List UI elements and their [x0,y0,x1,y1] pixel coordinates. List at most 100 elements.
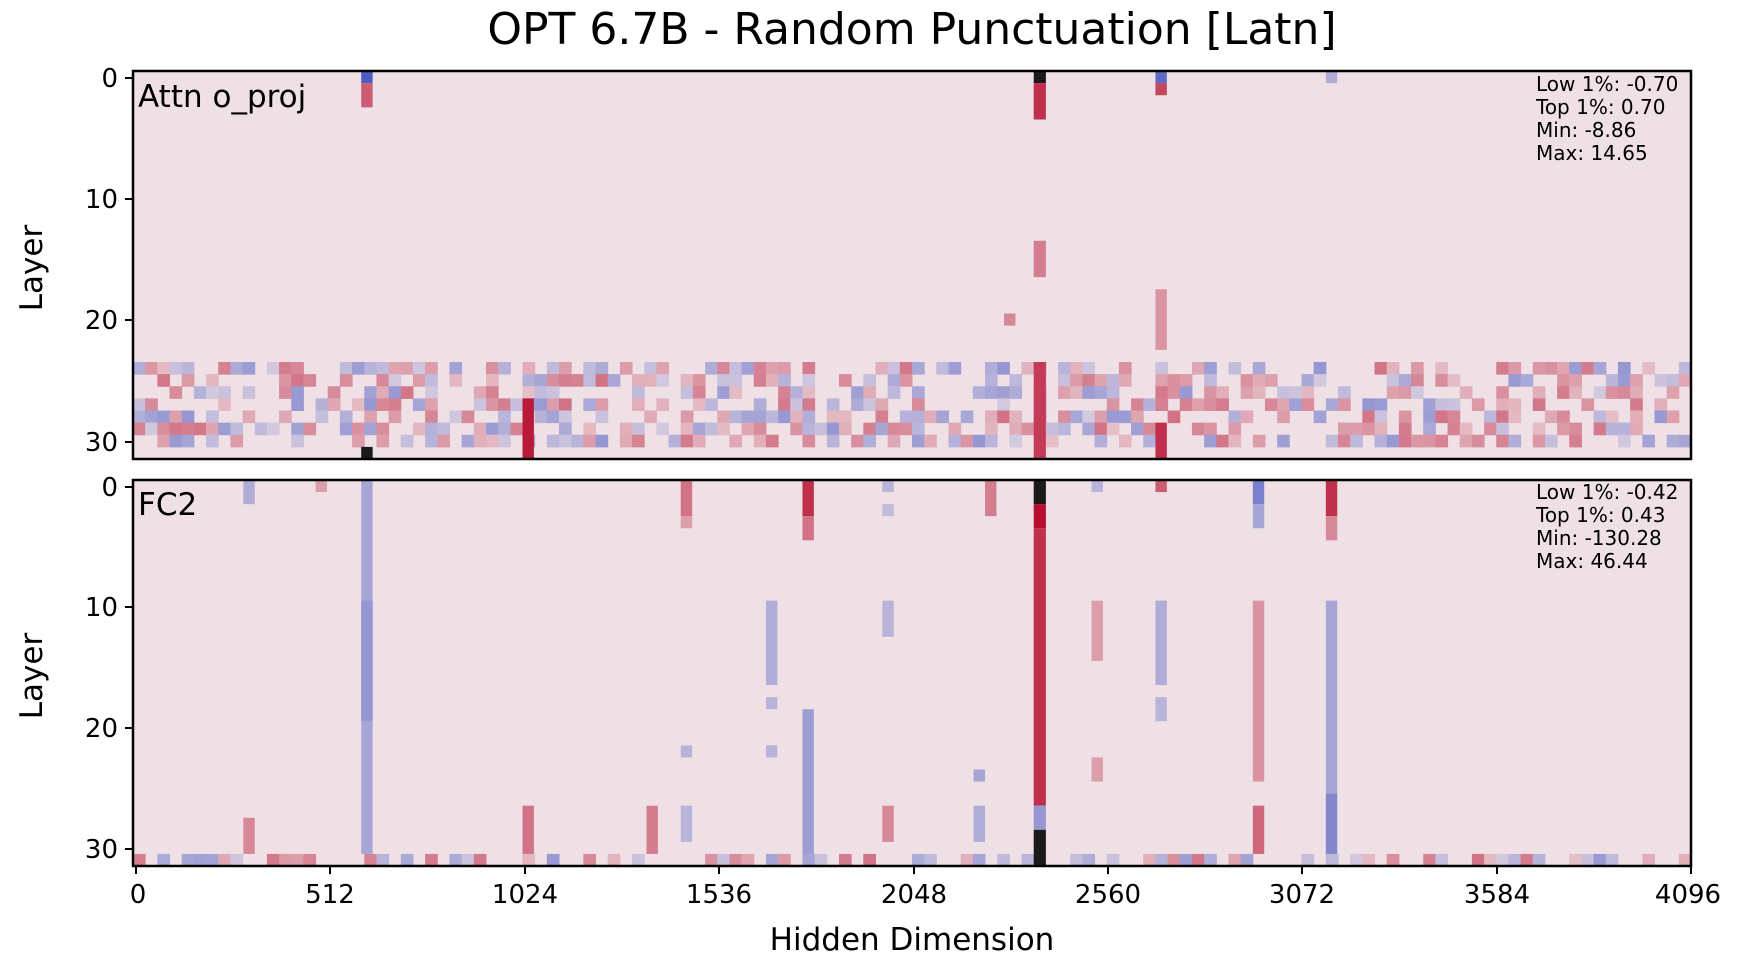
heatmap-cell [1666,434,1680,448]
heatmap-cell [765,853,779,866]
heatmap-cell [473,398,487,411]
heatmap-cell [364,398,377,411]
heatmap-cell [1362,398,1376,411]
heatmap-cell [1167,410,1181,424]
heatmap-cell [802,410,816,424]
heatmap-cell [1678,853,1691,866]
heatmap-cell [741,362,755,375]
heatmap-cell [912,362,925,375]
x-tick-label: 4096 [1655,880,1721,910]
heatmap-cell [352,398,365,411]
heatmap-cell [1532,398,1546,411]
heatmap-cell [1630,410,1643,424]
heatmap-cell [680,434,694,448]
heatmap-cell [1338,434,1351,448]
heatmap-cell [1544,434,1558,448]
heatmap-cell [546,386,560,399]
heatmap-cell [473,422,487,436]
heatmap-cell [887,362,901,375]
heatmap-cell [498,362,511,375]
heatmap-cell [1094,386,1108,399]
heatmap-cell [972,434,986,448]
heatmap-cell [218,362,231,375]
heatmap-cell [315,398,329,411]
heatmap-cell [924,434,937,448]
heatmap-cell [1228,853,1242,866]
heatmap-cell [400,386,414,399]
heatmap-cell [1131,410,1144,424]
heatmap-cell [193,386,207,399]
heatmap-cell [425,410,438,424]
heatmap-cell [1386,434,1400,448]
heatmap-cell [437,434,450,448]
heatmap-feature-cell [765,745,778,758]
heatmap-cell [327,398,341,411]
heatmap-cell [193,853,207,866]
heatmap-cell [1167,386,1181,399]
heatmap-cell [753,398,767,411]
heatmap-cell [1423,422,1436,436]
heatmap-cell [218,386,231,399]
heatmap-cell [1532,422,1546,436]
heatmap-cell [1094,422,1108,436]
heatmap-cell [425,398,438,411]
heatmap-cell [498,398,511,411]
heatmap-feature-cell [1033,240,1046,278]
heatmap-cell [753,422,767,436]
heatmap-cell [632,398,645,411]
heatmap-cell [1678,362,1691,375]
heatmap-feature-cell [1252,600,1265,782]
heatmap-cell [753,362,767,375]
heatmap-cell [315,410,329,424]
heatmap-cell [1508,374,1522,387]
heatmap-feature-cell [1155,83,1167,96]
heatmap-cell [1496,853,1509,866]
heatmap-cell [352,422,365,436]
heatmap-cell [1435,434,1449,448]
heatmap-cell [960,853,974,866]
heatmap-cell [1630,386,1643,399]
heatmap-cell [1240,853,1254,866]
heatmap-cell [1398,386,1412,399]
heatmap-cell [1289,386,1302,399]
heatmap-cell [826,410,840,424]
heatmap-cell [680,422,694,436]
heatmap-cell [692,386,706,399]
heatmap-cell [133,422,146,436]
heatmap-feature-cell [1252,805,1265,854]
heatmap-cell [1070,374,1083,387]
x-tick-label: 512 [305,880,355,910]
heatmap-cell [1167,374,1181,387]
heatmap-cell [339,422,353,436]
panel-bottom-y-axis-label: Layer [14,633,50,720]
heatmap-feature-cell [1325,516,1338,541]
heatmap-cell [1058,410,1071,424]
heatmap-cell [266,853,280,866]
heatmap-cell [802,362,816,375]
heatmap-cell [1094,374,1108,387]
heatmap-cell [218,853,231,866]
heatmap-cell [729,374,743,387]
heatmap-cell [778,410,791,424]
heatmap-cell [1252,362,1266,375]
heatmap-cell [1362,410,1376,424]
heatmap-feature-cell [1252,504,1265,529]
heatmap-cell [863,398,876,411]
heatmap-cell [145,422,158,436]
heatmap-cell [1471,398,1485,411]
heatmap-cell [619,422,633,436]
x-tick-label: 2048 [881,880,947,910]
heatmap-cell [425,434,438,448]
heatmap-cell [790,386,803,399]
heatmap-cell [1617,386,1631,399]
heatmap-cell [644,362,657,375]
heatmap-feature-cell [1033,528,1046,806]
heatmap-cell [1593,386,1607,399]
heatmap-cell [206,853,219,866]
heatmap-feature-cell [802,709,814,854]
heatmap-cell [705,853,718,866]
heatmap-cell [1204,434,1217,448]
heatmap-feature-cell [1325,71,1338,84]
heatmap-cell [1143,422,1156,436]
heatmap-cell [1569,386,1582,399]
